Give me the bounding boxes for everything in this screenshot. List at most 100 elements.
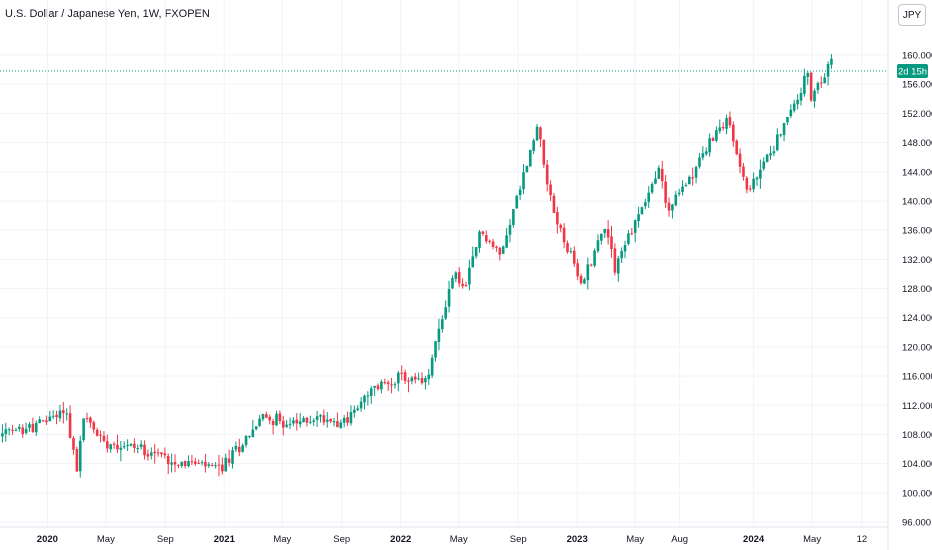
candle-body xyxy=(18,426,21,429)
candle-body xyxy=(528,149,532,167)
candle-body xyxy=(755,177,759,180)
candle-body xyxy=(600,233,603,241)
candle-body xyxy=(478,231,481,248)
x-axis[interactable]: 2020 May Sep 2021 May Sep 2022 May Sep 2023 May Aug… xyxy=(37,534,867,545)
y-tick-label: 108.000 xyxy=(902,430,932,441)
y-tick-label: 140.000 xyxy=(902,196,932,207)
candle-body xyxy=(606,229,610,238)
candle-body xyxy=(102,436,106,441)
candle-body xyxy=(38,419,41,424)
candle-body xyxy=(349,412,353,424)
candle-body xyxy=(823,77,826,84)
price-tag-label: 2d 15h xyxy=(898,67,927,78)
y-tick-label: 132.000 xyxy=(902,255,932,266)
candle-body xyxy=(711,138,715,141)
x-tick-label: May xyxy=(273,534,291,545)
candle-body xyxy=(353,409,356,413)
candle-body xyxy=(491,241,495,247)
candle-body xyxy=(715,130,718,141)
candle-body xyxy=(745,177,749,190)
candle-body xyxy=(207,464,211,466)
candle-body xyxy=(119,447,123,450)
candle-body xyxy=(420,378,424,384)
candle-body xyxy=(620,250,623,259)
candle-body xyxy=(55,414,58,418)
candle-body xyxy=(562,227,566,243)
candle-body xyxy=(576,263,579,277)
y-tick-label: 104.000 xyxy=(902,459,932,470)
candle-body xyxy=(197,462,200,464)
candle-body xyxy=(227,458,231,463)
candle-body xyxy=(231,450,234,464)
x-tick-label: May xyxy=(97,534,115,545)
candle-body xyxy=(112,443,116,445)
candle-body xyxy=(373,385,376,388)
candle-body xyxy=(654,178,657,184)
candle-body xyxy=(170,462,173,465)
candle-body xyxy=(424,378,427,383)
currency-button[interactable]: JPY xyxy=(898,4,926,26)
candle-body xyxy=(51,415,55,417)
candle-body xyxy=(116,444,119,450)
candle-body xyxy=(173,462,177,465)
candle-body xyxy=(92,422,96,430)
candle-body xyxy=(694,166,698,178)
candle-body xyxy=(251,429,255,437)
candle-body xyxy=(539,127,542,140)
candle-body xyxy=(762,161,766,169)
y-axis[interactable]: 96.000 100.000 104.000 108.000 112.000 116.00… xyxy=(902,51,932,529)
candle-body xyxy=(99,434,102,436)
candle-body xyxy=(518,189,522,196)
candle-body xyxy=(752,178,755,190)
candle-body xyxy=(772,151,776,154)
candle-body xyxy=(701,153,705,158)
y-tick-label: 112.000 xyxy=(902,401,932,412)
candle-body xyxy=(738,153,742,167)
candle-body xyxy=(776,134,779,151)
candle-body xyxy=(593,250,596,266)
candle-body xyxy=(488,240,491,242)
candle-body xyxy=(721,126,725,129)
candle-body xyxy=(410,377,414,382)
candle-body xyxy=(346,417,349,423)
x-tick-label: 2024 xyxy=(743,534,765,545)
candle-body xyxy=(566,243,569,252)
candle-body xyxy=(644,202,647,207)
candle-body xyxy=(447,289,451,307)
candle-body xyxy=(366,395,370,397)
candle-body xyxy=(484,235,488,242)
candle-body xyxy=(332,421,336,423)
candle-body xyxy=(637,214,640,222)
candle-body xyxy=(72,437,75,450)
candle-body xyxy=(779,134,782,136)
candle-body xyxy=(133,443,136,448)
candle-body xyxy=(146,454,150,457)
candle-body xyxy=(468,267,471,285)
candle-body xyxy=(339,422,343,429)
candle-body xyxy=(583,279,586,284)
candle-body xyxy=(386,382,390,385)
candle-body xyxy=(322,415,326,423)
candle-body xyxy=(545,164,549,185)
candle-body xyxy=(21,427,25,435)
x-tick-label: Sep xyxy=(157,534,174,545)
candle-body xyxy=(204,461,207,467)
candle-body xyxy=(725,118,728,129)
candle-body xyxy=(180,461,184,466)
candle-body xyxy=(221,464,224,472)
candle-body xyxy=(369,388,373,397)
candle-body xyxy=(667,202,671,211)
candle-body xyxy=(417,378,420,380)
candle-body xyxy=(210,465,214,467)
candle-body xyxy=(336,421,339,428)
candle-body xyxy=(623,244,627,252)
y-tick-label: 116.000 xyxy=(902,372,932,383)
x-tick-label: 2020 xyxy=(37,534,58,545)
candle-body xyxy=(765,154,769,163)
candle-body xyxy=(434,341,437,358)
candle-body xyxy=(403,372,407,381)
candle-body xyxy=(427,374,431,380)
candle-body xyxy=(535,126,539,141)
candle-body xyxy=(441,319,444,330)
